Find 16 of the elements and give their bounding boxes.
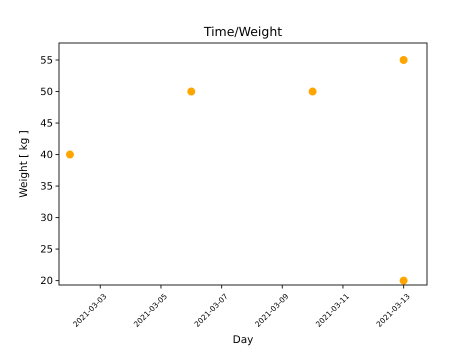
y-tick-label: 50 (40, 87, 53, 98)
y-axis-title: Weight [ kg ] (18, 130, 30, 198)
y-tick-label: 45 (40, 118, 53, 130)
y-tick-label: 40 (40, 150, 53, 162)
y-tick-label: 55 (40, 56, 53, 67)
point (187, 88, 196, 96)
y-tick-label: 20 (40, 276, 53, 288)
point (66, 150, 74, 159)
y-tick-label: 35 (40, 182, 53, 193)
y-tick-label: 30 (40, 213, 53, 224)
point (308, 88, 317, 96)
chart-title: Time/Weight (202, 24, 282, 39)
y-tick-label: 25 (40, 244, 53, 256)
point (400, 276, 408, 285)
x-axis-title: Day (232, 334, 254, 346)
point (400, 56, 408, 64)
